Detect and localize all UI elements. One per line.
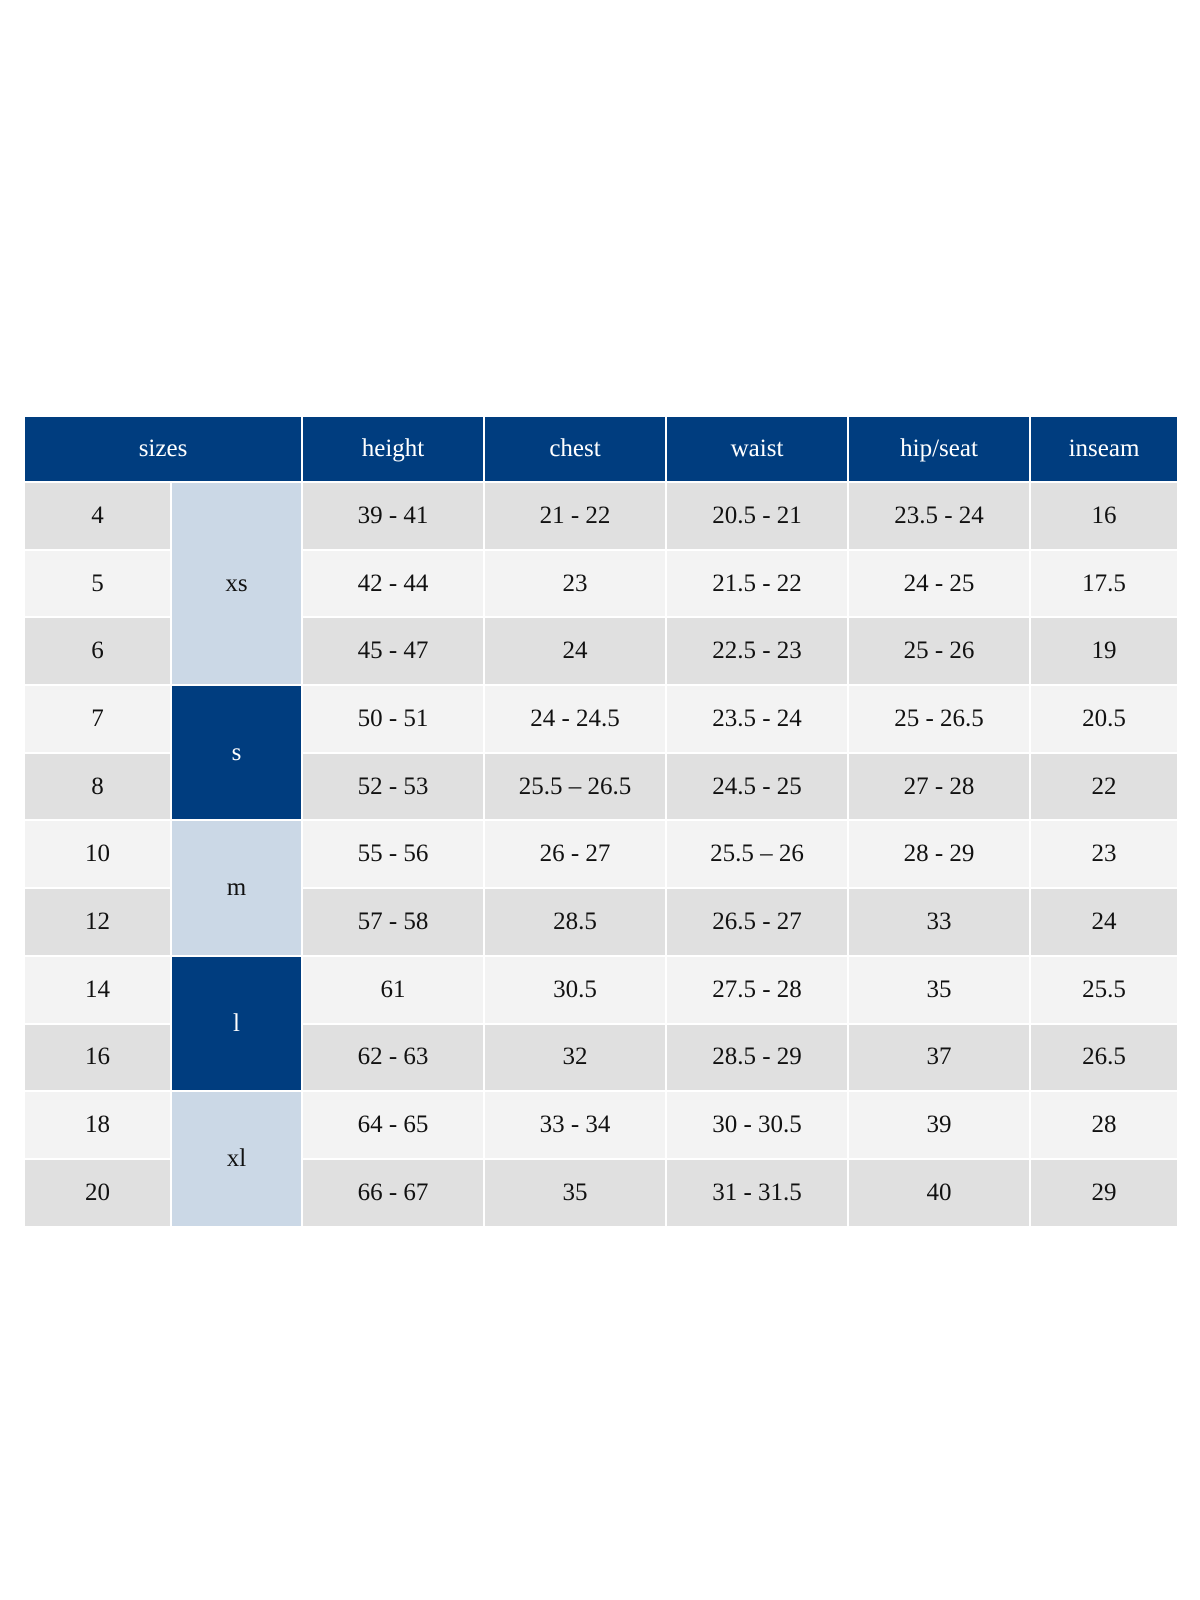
measure-cell: 21 - 22 bbox=[483, 481, 668, 551]
measure-cell: 19 bbox=[1029, 616, 1180, 687]
measure-cell: 66 - 67 bbox=[301, 1157, 486, 1228]
size-group-cell: xl bbox=[169, 1090, 304, 1228]
table-row: 14 l 61 30.5 27.5 - 28 35 25.5 bbox=[23, 954, 1180, 1093]
table-row: 7 s 50 - 51 24 - 24.5 23.5 - 24 25 - 26.5 20.5 bbox=[23, 684, 1180, 822]
column-header: hip/seat bbox=[847, 417, 1032, 483]
measure-cell: 62 - 63 bbox=[301, 1022, 486, 1093]
measure-cell: 27 - 28 bbox=[847, 751, 1032, 822]
measure-cell: 42 - 44 bbox=[301, 548, 486, 619]
measure-cell: 21.5 - 22 bbox=[665, 548, 850, 619]
header-row: sizes height chest waist hip/seat inseam bbox=[22, 417, 1180, 483]
measure-cell: 25 - 26 bbox=[847, 616, 1032, 687]
measure-cell: 35 bbox=[847, 954, 1032, 1025]
measure-cell: 24 bbox=[1029, 887, 1180, 957]
size-cell: 16 bbox=[23, 1022, 172, 1093]
size-group-cell: m bbox=[169, 819, 304, 957]
size-cell: 14 bbox=[23, 954, 172, 1025]
measure-cell: 39 bbox=[847, 1090, 1032, 1160]
measure-cell: 28.5 - 29 bbox=[665, 1022, 850, 1093]
size-group-cell: s bbox=[169, 684, 304, 822]
column-header: waist bbox=[665, 417, 850, 483]
measure-cell: 29 bbox=[1029, 1157, 1180, 1228]
column-header: height bbox=[301, 417, 486, 483]
size-group-cell: xs bbox=[169, 480, 304, 687]
measure-cell: 23.5 - 24 bbox=[847, 481, 1032, 551]
measure-cell: 22.5 - 23 bbox=[665, 616, 850, 687]
measure-cell: 26.5 bbox=[1029, 1022, 1180, 1093]
size-cell: 20 bbox=[23, 1157, 172, 1228]
measure-cell: 26.5 - 27 bbox=[665, 887, 850, 957]
column-header: sizes bbox=[22, 417, 304, 483]
measure-cell: 25.5 – 26.5 bbox=[483, 751, 668, 822]
table-row: 20 66 - 67 35 31 - 31.5 40 29 bbox=[23, 1157, 1180, 1228]
size-chart: sizes height chest waist hip/seat inseam 4 xs 3… bbox=[22, 417, 1180, 1228]
column-header: chest bbox=[483, 417, 668, 483]
table-row: 8 52 - 53 25.5 – 26.5 24.5 - 25 27 - 28 22 bbox=[23, 751, 1180, 822]
table-row: 6 45 - 47 24 22.5 - 23 25 - 26 19 bbox=[23, 616, 1180, 687]
measure-cell: 24.5 - 25 bbox=[665, 751, 850, 822]
measure-cell: 33 bbox=[847, 887, 1032, 957]
measure-cell: 27.5 - 28 bbox=[665, 954, 850, 1025]
size-cell: 10 bbox=[23, 819, 172, 890]
measure-cell: 35 bbox=[483, 1157, 668, 1228]
measure-cell: 28 - 29 bbox=[847, 819, 1032, 890]
measure-cell: 64 - 65 bbox=[301, 1090, 486, 1160]
measure-cell: 23.5 - 24 bbox=[665, 684, 850, 754]
measure-cell: 25.5 – 26 bbox=[665, 819, 850, 890]
table-row: 4 xs 39 - 41 21 - 22 20.5 - 21 23.5 - 24 16 bbox=[23, 480, 1180, 687]
measure-cell: 23 bbox=[1029, 819, 1180, 890]
table-row: 16 62 - 63 32 28.5 - 29 37 26.5 bbox=[23, 1022, 1180, 1093]
measure-cell: 16 bbox=[1029, 481, 1180, 551]
measure-cell: 33 - 34 bbox=[483, 1090, 668, 1160]
measure-cell: 32 bbox=[483, 1022, 668, 1093]
measure-cell: 20.5 - 21 bbox=[665, 481, 850, 551]
measure-cell: 28 bbox=[1029, 1090, 1180, 1160]
measure-cell: 55 - 56 bbox=[301, 819, 486, 890]
size-cell: 12 bbox=[23, 887, 172, 957]
size-cell: 7 bbox=[23, 684, 172, 754]
measure-cell: 57 - 58 bbox=[301, 887, 486, 957]
measure-cell: 24 bbox=[483, 616, 668, 687]
table-row: 10 m 55 - 56 26 - 27 25.5 – 26 28 - 29 23 bbox=[23, 819, 1180, 957]
measure-cell: 61 bbox=[301, 954, 486, 1025]
measure-cell: 39 - 41 bbox=[301, 481, 486, 551]
measure-cell: 30 - 30.5 bbox=[665, 1090, 850, 1160]
measure-cell: 30.5 bbox=[483, 954, 668, 1025]
measure-cell: 45 - 47 bbox=[301, 616, 486, 687]
measure-cell: 31 - 31.5 bbox=[665, 1157, 850, 1228]
size-cell: 8 bbox=[23, 751, 172, 822]
size-cell: 4 bbox=[23, 481, 172, 551]
size-cell: 18 bbox=[23, 1090, 172, 1160]
measure-cell: 24 - 25 bbox=[847, 548, 1032, 619]
measure-cell: 22 bbox=[1029, 751, 1180, 822]
size-cell: 6 bbox=[23, 616, 172, 687]
size-cell: 5 bbox=[23, 548, 172, 619]
table-body: 4 xs 39 - 41 21 - 22 20.5 - 21 23.5 - 24 16 5 42… bbox=[23, 480, 1180, 1228]
measure-cell: 25.5 bbox=[1029, 954, 1180, 1025]
table-header: sizes height chest waist hip/seat inseam bbox=[22, 417, 1180, 483]
measure-cell: 40 bbox=[847, 1157, 1032, 1228]
size-group-cell: l bbox=[169, 954, 304, 1093]
measure-cell: 20.5 bbox=[1029, 684, 1180, 754]
measure-cell: 52 - 53 bbox=[301, 751, 486, 822]
measure-cell: 28.5 bbox=[483, 887, 668, 957]
table-row: 18 xl 64 - 65 33 - 34 30 - 30.5 39 28 bbox=[23, 1090, 1180, 1228]
column-header: inseam bbox=[1029, 417, 1180, 483]
measure-cell: 24 - 24.5 bbox=[483, 684, 668, 754]
measure-cell: 26 - 27 bbox=[483, 819, 668, 890]
table-row: 12 57 - 58 28.5 26.5 - 27 33 24 bbox=[23, 887, 1180, 957]
table-row: 5 42 - 44 23 21.5 - 22 24 - 25 17.5 bbox=[23, 548, 1180, 619]
measure-cell: 25 - 26.5 bbox=[847, 684, 1032, 754]
measure-cell: 37 bbox=[847, 1022, 1032, 1093]
measure-cell: 17.5 bbox=[1029, 548, 1180, 619]
measure-cell: 50 - 51 bbox=[301, 684, 486, 754]
measure-cell: 23 bbox=[483, 548, 668, 619]
